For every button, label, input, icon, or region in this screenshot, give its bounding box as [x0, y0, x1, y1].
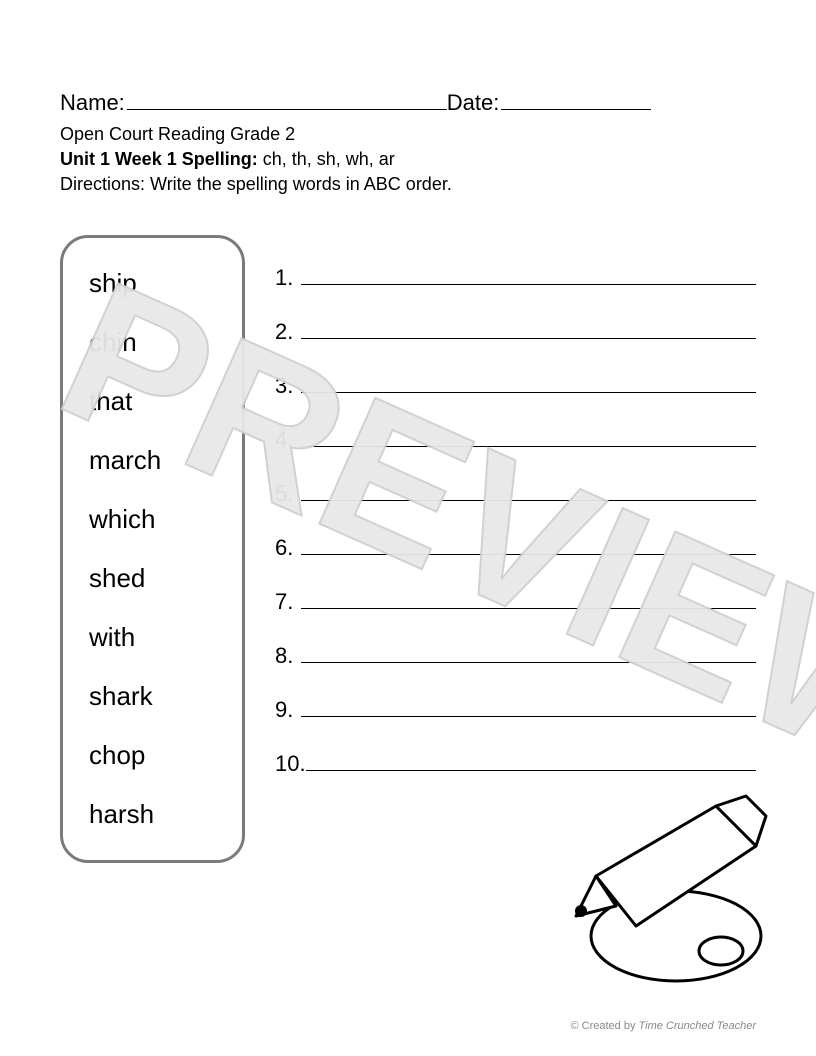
answer-blank[interactable] [301, 375, 756, 393]
answer-row: 4. [275, 427, 756, 453]
answer-row: 3. [275, 373, 756, 399]
word-item: which [89, 504, 224, 535]
answer-row: 2. [275, 319, 756, 345]
answer-blank[interactable] [301, 267, 756, 285]
answer-blank[interactable] [301, 537, 756, 555]
answer-number: 9. [275, 697, 301, 723]
word-item: ship [89, 268, 224, 299]
answer-number: 4. [275, 427, 301, 453]
name-blank[interactable] [127, 92, 447, 110]
answer-number: 6. [275, 535, 301, 561]
answer-row: 1. [275, 265, 756, 291]
answer-row: 5. [275, 481, 756, 507]
answer-row: 9. [275, 697, 756, 723]
unit-bold: Unit 1 Week 1 Spelling: [60, 149, 258, 169]
answer-blank[interactable] [301, 429, 756, 447]
word-item: chin [89, 327, 224, 358]
answer-row: 6. [275, 535, 756, 561]
word-item: that [89, 386, 224, 417]
worksheet-page: Name: Date: Open Court Reading Grade 2 U… [0, 0, 816, 1056]
unit-line: Unit 1 Week 1 Spelling: ch, th, sh, wh, … [60, 149, 756, 170]
answer-blank[interactable] [301, 483, 756, 501]
date-blank[interactable] [501, 92, 651, 110]
answer-row: 8. [275, 643, 756, 669]
footer-author: Time Crunched Teacher [639, 1020, 757, 1032]
word-list-box: ship chin that march which shed with sha… [60, 235, 245, 863]
word-item: shark [89, 681, 224, 712]
unit-rest: ch, th, sh, wh, ar [258, 149, 395, 169]
word-item: chop [89, 740, 224, 771]
name-label: Name: [60, 90, 125, 116]
answer-number: 5. [275, 481, 301, 507]
answer-number: 2. [275, 319, 301, 345]
footer-prefix: © Created by [570, 1020, 638, 1032]
word-item: march [89, 445, 224, 476]
answer-number: 10. [275, 751, 306, 777]
word-item: harsh [89, 799, 224, 830]
answer-number: 1. [275, 265, 301, 291]
answer-row: 7. [275, 589, 756, 615]
answer-number: 8. [275, 643, 301, 669]
answer-blank[interactable] [301, 591, 756, 609]
name-date-row: Name: Date: [60, 90, 756, 116]
word-item: shed [89, 563, 224, 594]
answer-number: 3. [275, 373, 301, 399]
pencil-icon [546, 756, 786, 996]
answer-number: 7. [275, 589, 301, 615]
answer-blank[interactable] [301, 699, 756, 717]
answer-blank[interactable] [301, 645, 756, 663]
answer-blank[interactable] [301, 321, 756, 339]
word-item: with [89, 622, 224, 653]
program-line: Open Court Reading Grade 2 [60, 124, 756, 145]
footer-credit: © Created by Time Crunched Teacher [570, 1020, 756, 1032]
directions-line: Directions: Write the spelling words in … [60, 174, 756, 195]
date-label: Date: [447, 90, 500, 116]
